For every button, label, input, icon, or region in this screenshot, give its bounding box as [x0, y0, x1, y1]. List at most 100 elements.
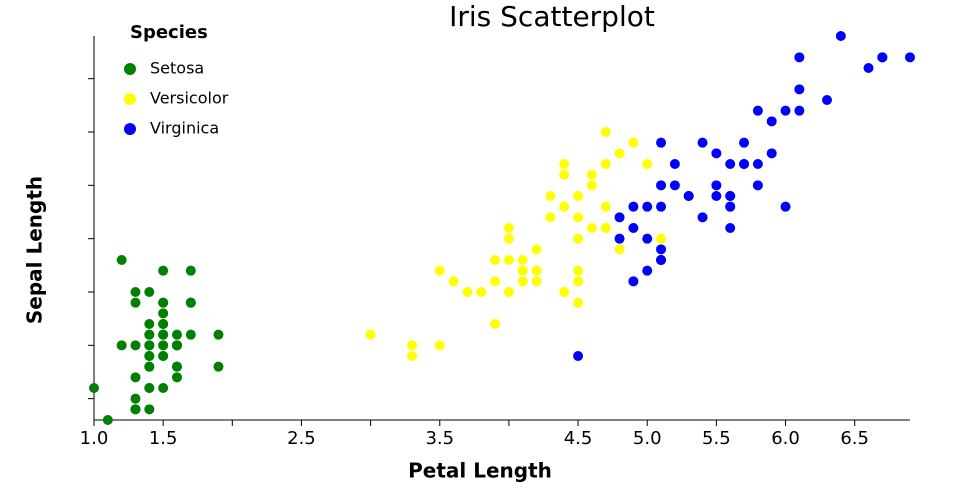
point — [144, 340, 155, 351]
point — [503, 255, 514, 265]
point — [600, 159, 611, 169]
point — [448, 276, 459, 287]
legend-title: Species — [130, 22, 208, 43]
point — [490, 319, 501, 329]
x-tick-label: 6.5 — [840, 428, 869, 449]
point — [531, 244, 542, 255]
point — [559, 287, 570, 297]
point — [158, 297, 169, 308]
point — [490, 255, 501, 265]
point — [171, 361, 182, 372]
point — [144, 287, 155, 297]
legend-label: Virginica — [150, 119, 219, 138]
point — [158, 265, 169, 276]
point — [669, 159, 680, 169]
point — [656, 180, 667, 191]
legend-label: Versicolor — [150, 89, 229, 108]
point — [766, 116, 777, 127]
point — [573, 351, 584, 361]
point — [669, 180, 680, 191]
point — [656, 137, 667, 148]
point — [794, 84, 805, 95]
point — [822, 95, 833, 105]
point — [407, 340, 418, 351]
point — [517, 276, 528, 287]
point — [158, 383, 169, 393]
point — [573, 233, 584, 244]
point — [130, 372, 141, 383]
x-axis-label: Petal Length — [408, 459, 552, 483]
point — [642, 159, 653, 169]
x-tick-label: 5.0 — [633, 428, 662, 449]
point — [158, 340, 169, 351]
point — [642, 201, 653, 212]
point — [642, 233, 653, 244]
point — [365, 329, 376, 340]
point — [614, 148, 625, 159]
point — [573, 265, 584, 276]
point — [144, 351, 155, 361]
point — [490, 276, 501, 287]
x-tick-label: 6.0 — [771, 428, 800, 449]
point — [213, 329, 224, 340]
point — [89, 383, 99, 393]
point — [614, 212, 625, 223]
x-tick-label: 2.5 — [287, 428, 316, 449]
point — [725, 159, 736, 169]
point — [171, 340, 182, 351]
point — [503, 287, 514, 297]
point — [102, 415, 113, 425]
point — [752, 180, 763, 191]
point — [766, 148, 777, 159]
point — [780, 201, 791, 212]
point — [752, 159, 763, 169]
point — [434, 265, 445, 276]
point — [559, 159, 570, 169]
point — [130, 297, 141, 308]
point — [559, 201, 570, 212]
point — [739, 137, 750, 148]
legend-marker — [124, 93, 136, 105]
point — [725, 223, 736, 233]
point — [503, 233, 514, 244]
point — [213, 361, 224, 372]
point — [573, 191, 584, 201]
point — [144, 329, 155, 340]
point — [531, 276, 542, 287]
point — [185, 265, 196, 276]
point — [116, 255, 127, 265]
y-axis-label: Sepal Length — [23, 176, 47, 324]
point — [559, 169, 570, 180]
point — [711, 191, 722, 201]
point — [697, 137, 708, 148]
point — [185, 297, 196, 308]
point — [531, 265, 542, 276]
point — [794, 52, 805, 63]
point — [628, 276, 639, 287]
point — [628, 223, 639, 233]
point — [600, 201, 611, 212]
point — [600, 127, 611, 137]
point — [656, 201, 667, 212]
point — [144, 361, 155, 372]
point — [697, 212, 708, 223]
x-tick-label: 5.5 — [702, 428, 731, 449]
point — [517, 255, 528, 265]
point — [517, 265, 528, 276]
point — [144, 404, 155, 415]
x-tick-label: 1.5 — [149, 428, 178, 449]
point — [600, 223, 611, 233]
point — [573, 212, 584, 223]
point — [656, 244, 667, 255]
point — [725, 191, 736, 201]
point — [116, 340, 127, 351]
point — [628, 201, 639, 212]
point — [863, 63, 874, 73]
point — [780, 105, 791, 116]
point — [794, 105, 805, 116]
point — [614, 233, 625, 244]
point — [407, 351, 418, 361]
point — [130, 404, 141, 415]
point — [586, 223, 597, 233]
